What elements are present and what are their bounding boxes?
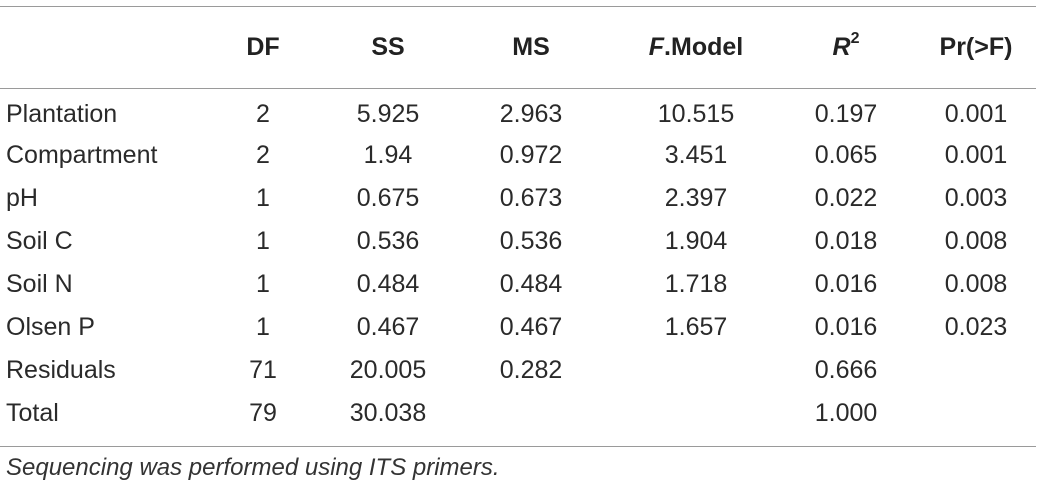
- cell-ms: 0.536: [499, 227, 563, 255]
- cell-ms: 0.467: [499, 313, 563, 341]
- cell-ms: 0.484: [499, 270, 563, 298]
- cell-pr: 0.001: [944, 99, 1008, 128]
- header-fmodel: F.Model: [616, 6, 776, 88]
- cell-pr: 0.023: [944, 313, 1008, 341]
- cell-fmodel: [616, 392, 776, 435]
- cell-ss: 1.94: [363, 141, 413, 169]
- header-ss: SS: [371, 32, 405, 61]
- header-df: DF: [246, 32, 280, 61]
- cell-r2: 0.016: [814, 313, 878, 341]
- cell-label: Soil C: [6, 227, 73, 255]
- cell-ms: 2.963: [499, 99, 563, 128]
- cell-pr: [916, 349, 1036, 392]
- header-r2-sup: 2: [850, 30, 860, 48]
- table-row: Compartment 2 1.94 0.972 3.451 0.065 0.001: [0, 134, 1036, 177]
- cell-r2: 1.000: [814, 399, 878, 427]
- header-row: DF SS MS F.Model R2 Pr(>F): [0, 6, 1036, 88]
- cell-ms: 0.673: [499, 184, 563, 212]
- cell-pr: 0.003: [944, 184, 1008, 212]
- table-row: Total 79 30.038 1.000: [0, 392, 1036, 435]
- cell-df: 79: [249, 399, 277, 427]
- cell-r2: 0.022: [814, 184, 878, 212]
- cell-pr: 0.001: [944, 141, 1008, 169]
- cell-df: 1: [256, 270, 270, 298]
- cell-pr: 0.008: [944, 270, 1008, 298]
- cell-fmodel: 1.718: [664, 270, 728, 298]
- cell-r2: 0.666: [814, 356, 878, 384]
- cell-fmodel: 2.397: [664, 184, 728, 212]
- table-row: Olsen P 1 0.467 0.467 1.657 0.016 0.023: [0, 306, 1036, 349]
- cell-r2: 0.065: [814, 141, 878, 169]
- cell-fmodel: 1.904: [664, 227, 728, 255]
- cell-label: Olsen P: [6, 313, 95, 341]
- cell-ss: 0.536: [356, 227, 420, 255]
- header-fmodel-rest: .Model: [664, 32, 744, 61]
- table-row: Plantation 2 5.925 2.963 10.515 0.197 0.001: [0, 88, 1036, 134]
- cell-r2: 0.016: [814, 270, 878, 298]
- header-r2-base: R: [832, 32, 851, 61]
- cell-label: Total: [6, 399, 59, 427]
- cell-df: 1: [256, 313, 270, 341]
- cell-label: Compartment: [6, 141, 158, 169]
- top-rule: [0, 6, 1036, 7]
- cell-fmodel: 10.515: [657, 99, 735, 128]
- header-label: [0, 6, 196, 88]
- cell-label: pH: [6, 184, 38, 212]
- cell-fmodel: 3.451: [664, 141, 728, 169]
- table-row: pH 1 0.675 0.673 2.397 0.022 0.003: [0, 177, 1036, 220]
- cell-ss: 30.038: [349, 399, 427, 427]
- cell-ss: 5.925: [356, 99, 420, 128]
- anova-table: DF SS MS F.Model R2 Pr(>F) Plantation 2 5.…: [0, 6, 1036, 435]
- cell-ss: 20.005: [349, 356, 427, 384]
- cell-fmodel: 1.657: [664, 313, 728, 341]
- cell-label: Residuals: [6, 356, 116, 384]
- cell-df: 71: [249, 356, 277, 384]
- table-row: Soil N 1 0.484 0.484 1.718 0.016 0.008: [0, 263, 1036, 306]
- table-footnote: Sequencing was performed using ITS prime…: [6, 454, 500, 481]
- cell-ss: 0.484: [356, 270, 420, 298]
- cell-label: Plantation: [6, 99, 118, 128]
- cell-df: 2: [256, 99, 270, 128]
- cell-fmodel: [616, 349, 776, 392]
- header-ms: MS: [512, 32, 550, 61]
- cell-ms: [446, 392, 616, 435]
- table-row: Soil C 1 0.536 0.536 1.904 0.018 0.008: [0, 220, 1036, 263]
- cell-ss: 0.467: [356, 313, 420, 341]
- cell-ms: 0.282: [499, 356, 563, 384]
- cell-r2: 0.018: [814, 227, 878, 255]
- cell-ms: 0.972: [499, 141, 563, 169]
- header-pr: Pr(>F): [939, 32, 1013, 61]
- cell-pr: 0.008: [944, 227, 1008, 255]
- bottom-rule: [0, 446, 1036, 447]
- cell-ss: 0.675: [356, 184, 420, 212]
- cell-pr: [916, 392, 1036, 435]
- header-rule: [0, 88, 1036, 89]
- header-fmodel-italic: F: [648, 32, 665, 61]
- table-row: Residuals 71 20.005 0.282 0.666: [0, 349, 1036, 392]
- cell-r2: 0.197: [814, 99, 878, 128]
- cell-df: 2: [256, 141, 270, 169]
- table-body: Plantation 2 5.925 2.963 10.515 0.197 0.001 Com…: [0, 88, 1036, 435]
- cell-df: 1: [256, 227, 270, 255]
- cell-label: Soil N: [6, 270, 73, 298]
- cell-df: 1: [256, 184, 270, 212]
- header-r2: R2: [776, 6, 916, 88]
